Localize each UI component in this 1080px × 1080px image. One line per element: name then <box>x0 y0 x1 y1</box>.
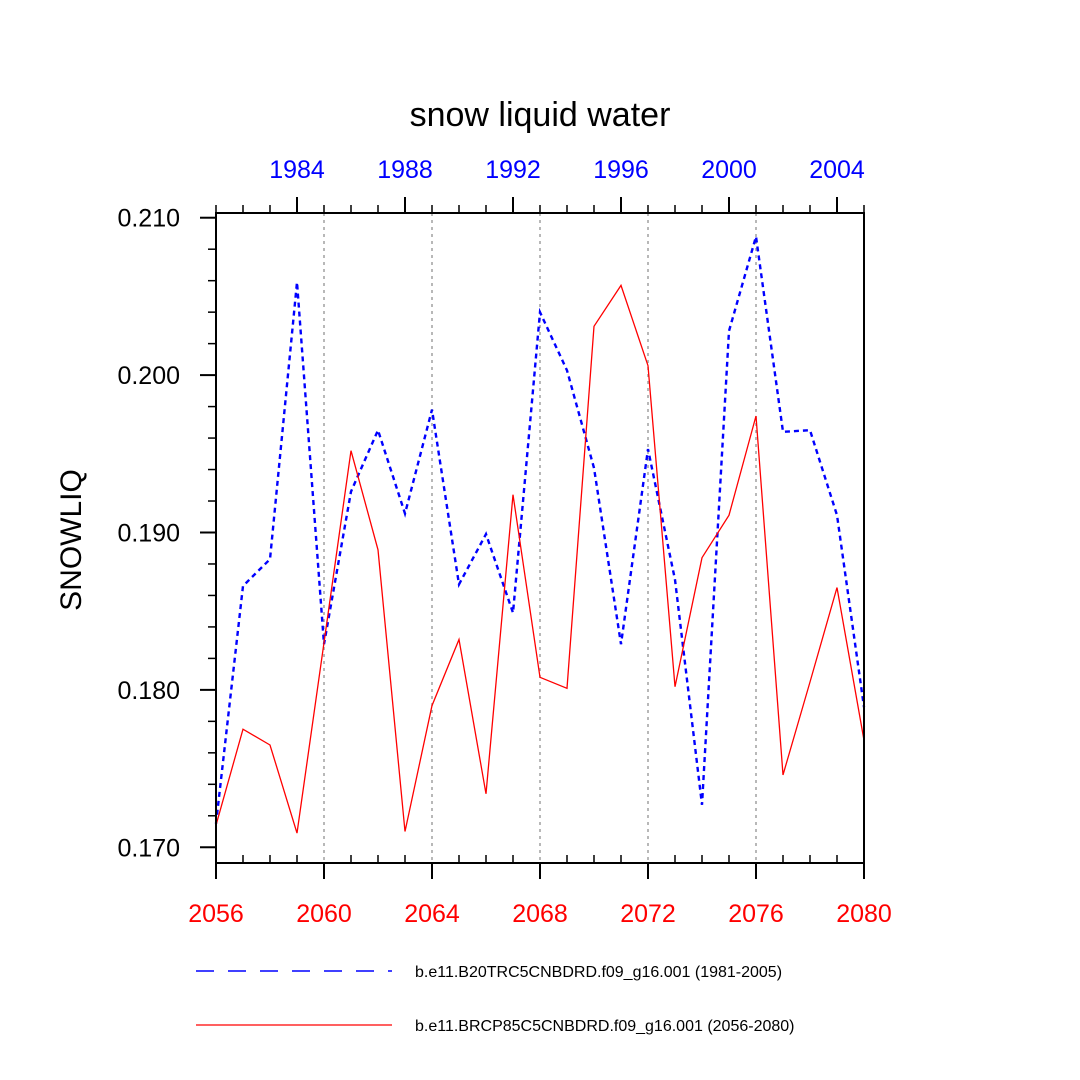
grid-lines <box>323 213 757 863</box>
y-tick-label-2: 0.190 <box>117 519 180 547</box>
y-tick-label-0: 0.170 <box>117 834 180 862</box>
tick-labels: 2056 2060 2064 2068 2072 2076 2080 1984 1988 1992… <box>117 156 891 928</box>
series-lines <box>214 236 866 834</box>
x-top-tick-label-1992: 1992 <box>485 156 541 184</box>
legend-label-historical: b.e11.B20TRC5CNBDRD.f09_g16.001 (1981-20… <box>415 964 782 981</box>
legend-label-future: b.e11.BRCP85C5CNBDRD.f09_g16.001 (2056-2… <box>415 1018 794 1035</box>
y-tick-label-4: 0.210 <box>117 205 180 233</box>
x-bottom-tick-label-2080: 2080 <box>836 900 892 928</box>
y-tick-label-3: 0.200 <box>117 362 180 390</box>
x-bottom-tick-label-2072: 2072 <box>620 900 676 928</box>
axis-ticks <box>200 197 865 879</box>
x-top-tick-label-1984: 1984 <box>269 156 325 184</box>
x-top-tick-label-2004: 2004 <box>809 156 865 184</box>
plot-frame <box>215 212 865 864</box>
series-line-future <box>215 283 865 834</box>
chart-title: snow liquid water <box>410 96 671 134</box>
y-tick-label-1: 0.180 <box>117 677 180 705</box>
y-axis-label: SNOWLIQ <box>55 469 88 611</box>
x-bottom-tick-label-2076: 2076 <box>728 900 784 928</box>
x-top-tick-label-1988: 1988 <box>377 156 433 184</box>
legend: b.e11.B20TRC5CNBDRD.f09_g16.001 (1981-20… <box>196 964 794 1035</box>
x-top-tick-label-1996: 1996 <box>593 156 649 184</box>
x-bottom-tick-label-2064: 2064 <box>404 900 460 928</box>
x-bottom-tick-label-2056: 2056 <box>188 900 244 928</box>
x-top-tick-label-2000: 2000 <box>701 156 757 184</box>
x-bottom-tick-label-2068: 2068 <box>512 900 568 928</box>
x-bottom-tick-label-2060: 2060 <box>296 900 352 928</box>
